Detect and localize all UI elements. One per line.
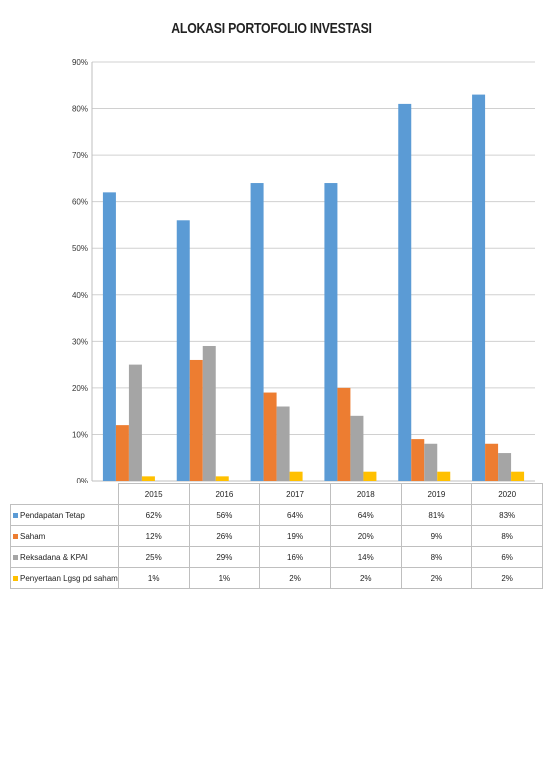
series-name: Saham <box>20 531 46 541</box>
y-tick-label: 40% <box>72 291 88 300</box>
series-name: Reksadana & KPAI <box>20 552 88 562</box>
legend-entry: Penyertaan Lgsg pd saham <box>10 567 119 589</box>
bar <box>411 439 425 481</box>
data-label: 9% <box>400 525 473 547</box>
bar <box>511 471 525 481</box>
legend-entry: Reksadana & KPAI <box>10 546 119 568</box>
bar <box>102 192 116 481</box>
series-name: Penyertaan Lgsg pd saham <box>20 573 118 583</box>
chart-title: ALOKASI PORTOFOLIO INVESTASI <box>171 20 372 37</box>
y-tick-label: 70% <box>72 151 88 160</box>
y-tick-label: 60% <box>72 198 88 207</box>
bar <box>115 425 129 481</box>
data-label: 62% <box>117 504 190 526</box>
table-corner <box>10 483 119 505</box>
bar <box>202 345 216 481</box>
legend-entry: Pendapatan Tetap <box>10 504 119 526</box>
bar <box>437 471 451 481</box>
data-label: 2% <box>471 567 543 589</box>
bar <box>350 415 364 481</box>
y-tick-label: 10% <box>72 430 88 439</box>
legend-swatch <box>13 554 18 560</box>
data-label: 81% <box>400 504 473 526</box>
bar <box>324 183 338 482</box>
y-tick-label: 20% <box>72 384 88 393</box>
bar <box>141 476 155 481</box>
legend-swatch <box>13 575 18 581</box>
data-table: 2015 2016 2017 2018 2019 2020 Pendapatan Tetap… <box>10 483 543 589</box>
bar <box>498 453 512 481</box>
bar <box>276 406 290 481</box>
bar <box>485 443 499 481</box>
data-label: 8% <box>471 525 543 547</box>
y-tick-label: 30% <box>72 337 88 346</box>
data-label: 26% <box>188 525 261 547</box>
data-label: 1% <box>188 567 261 589</box>
bar <box>250 183 264 482</box>
legend-swatch <box>13 533 18 539</box>
x-tick-label: 2017 <box>259 483 331 505</box>
data-label: 2% <box>329 567 402 589</box>
series-name: Pendapatan Tetap <box>20 510 85 520</box>
bar <box>215 476 229 481</box>
bar <box>263 392 277 481</box>
legend-swatch <box>13 512 18 518</box>
bar <box>176 220 190 482</box>
bar <box>363 471 377 481</box>
data-label: 2% <box>400 567 473 589</box>
data-label: 25% <box>117 546 190 568</box>
table-row: Saham 12% 26% 19% 20% 9% 8% <box>10 525 543 547</box>
data-label: 64% <box>259 504 331 526</box>
table-row: Reksadana & KPAI 25% 29% 16% 14% 8% 6% <box>10 546 543 568</box>
data-label: 12% <box>117 525 190 547</box>
table-row: Penyertaan Lgsg pd saham 1% 1% 2% 2% 2% 2% <box>10 567 543 589</box>
y-tick-label: 0% <box>76 477 88 483</box>
bar <box>424 443 438 481</box>
data-label: 83% <box>471 504 543 526</box>
bar <box>128 364 142 481</box>
y-tick-label: 50% <box>72 244 88 253</box>
data-label: 56% <box>188 504 261 526</box>
data-label: 64% <box>329 504 402 526</box>
bar <box>337 387 351 481</box>
data-label: 8% <box>400 546 473 568</box>
data-label: 2% <box>259 567 331 589</box>
data-label: 14% <box>329 546 402 568</box>
legend-entry: Saham <box>10 525 119 547</box>
y-tick-label: 80% <box>72 105 88 114</box>
x-tick-label: 2018 <box>329 483 402 505</box>
table-row: Pendapatan Tetap 62% 56% 64% 64% 81% 83% <box>10 504 543 526</box>
x-tick-label: 2015 <box>117 483 190 505</box>
x-tick-label: 2016 <box>188 483 261 505</box>
data-label: 16% <box>259 546 331 568</box>
data-label: 1% <box>117 567 190 589</box>
y-tick-label: 90% <box>72 58 88 67</box>
data-label: 6% <box>471 546 543 568</box>
data-label: 19% <box>259 525 331 547</box>
bar <box>472 94 486 481</box>
data-label: 29% <box>188 546 261 568</box>
bar <box>289 471 303 481</box>
x-tick-label: 2019 <box>400 483 473 505</box>
bar <box>398 103 412 482</box>
x-tick-label: 2020 <box>471 483 543 505</box>
bar <box>189 359 203 481</box>
chart-plot: 0% 10% 20% 30% 40% 50% 60% 70% 80% 90% <box>72 58 535 483</box>
data-label: 20% <box>329 525 402 547</box>
